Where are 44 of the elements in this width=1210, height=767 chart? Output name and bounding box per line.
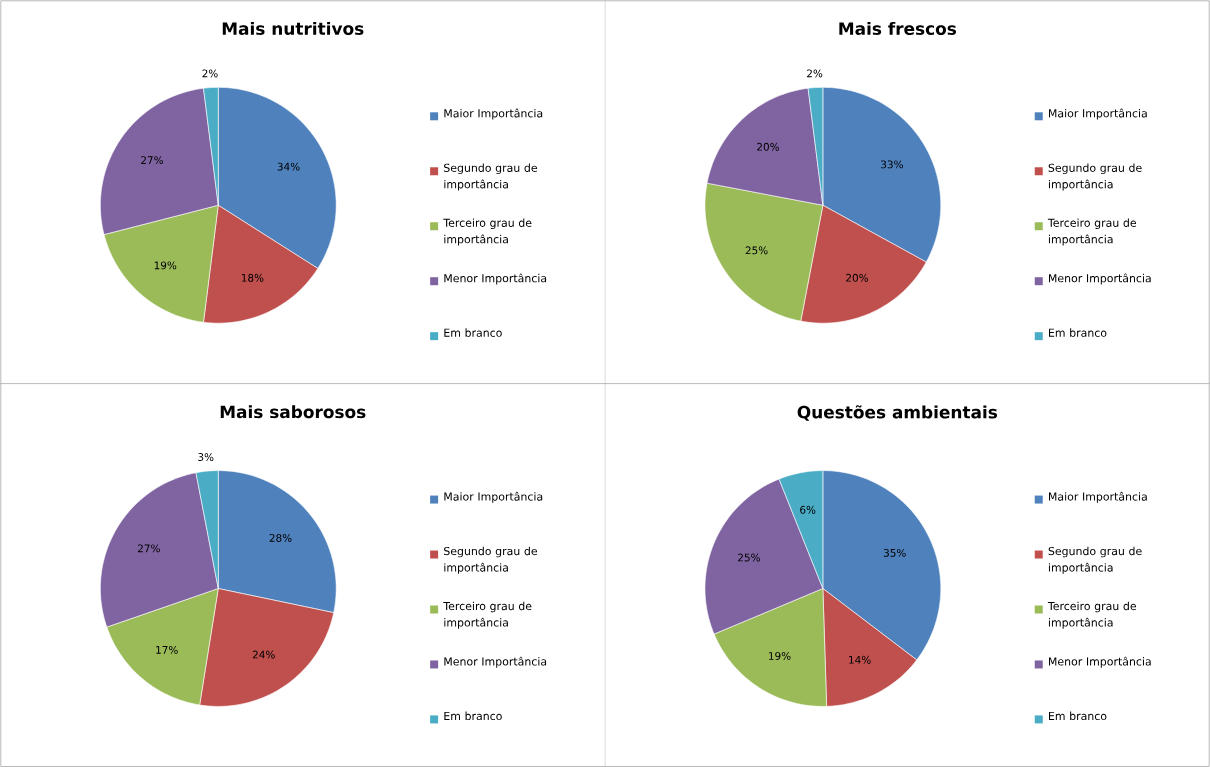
- chart-title: Questões ambientais: [797, 405, 998, 421]
- data-label: 24%: [252, 650, 275, 659]
- chart-title: Mais nutritivos: [222, 21, 364, 35]
- data-label: 6%: [800, 505, 816, 514]
- data-label: 3%: [198, 452, 214, 461]
- data-label: 33%: [881, 160, 903, 169]
- legend-label: Terceiro grau de importância: [443, 601, 532, 629]
- data-label: 27%: [141, 156, 163, 164]
- data-label: 19%: [769, 651, 791, 660]
- data-label: 28%: [269, 533, 292, 542]
- data-label: 35%: [883, 548, 906, 557]
- legend-label: Menor Importância: [1049, 656, 1151, 668]
- legend-label: Menor Importância: [444, 656, 547, 668]
- legend-label: Segundo grau de importância: [1048, 163, 1142, 191]
- data-label: 25%: [745, 246, 768, 255]
- data-label: 34%: [277, 162, 300, 171]
- data-label: 20%: [757, 142, 780, 151]
- legend-label: Em branco: [1049, 328, 1107, 337]
- data-label: 20%: [846, 273, 869, 282]
- legend-label: Segundo grau de importância: [444, 546, 538, 574]
- chart-title: Mais saborosos: [220, 404, 366, 419]
- legend-label: Menor Importância: [444, 273, 547, 285]
- legend-label: Terceiro grau de importância: [1047, 218, 1137, 246]
- legend-label: Segundo grau de importância: [1048, 546, 1142, 574]
- data-label: 27%: [137, 544, 160, 553]
- legend-label: Maior Importância: [444, 491, 543, 503]
- chart-title: Mais frescos: [839, 21, 957, 35]
- legend-label: Maior Importância: [1049, 491, 1147, 503]
- legend-label: Menor Importância: [1049, 273, 1151, 285]
- legend-label: Terceiro grau de importância: [1047, 601, 1137, 629]
- data-label: 2%: [202, 69, 218, 78]
- data-label: 19%: [154, 261, 177, 270]
- legend-label: Terceiro grau de importância: [443, 218, 532, 246]
- legend-label: Segundo grau de importância: [444, 163, 538, 191]
- legend-label: Em branco: [444, 328, 502, 337]
- data-label: 18%: [241, 273, 264, 282]
- legend-label: Em branco: [444, 711, 502, 720]
- data-label: 14%: [849, 655, 871, 664]
- data-label: 2%: [807, 69, 823, 78]
- legend-label: Maior Importância: [1049, 108, 1147, 120]
- data-label: 17%: [156, 645, 178, 654]
- legend-label: Maior Importância: [444, 108, 543, 120]
- legend-label: Em branco: [1049, 711, 1107, 720]
- data-label: 25%: [738, 553, 760, 562]
